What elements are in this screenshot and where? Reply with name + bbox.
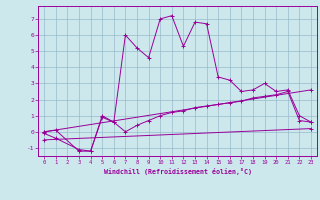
X-axis label: Windchill (Refroidissement éolien,°C): Windchill (Refroidissement éolien,°C) <box>104 168 252 175</box>
